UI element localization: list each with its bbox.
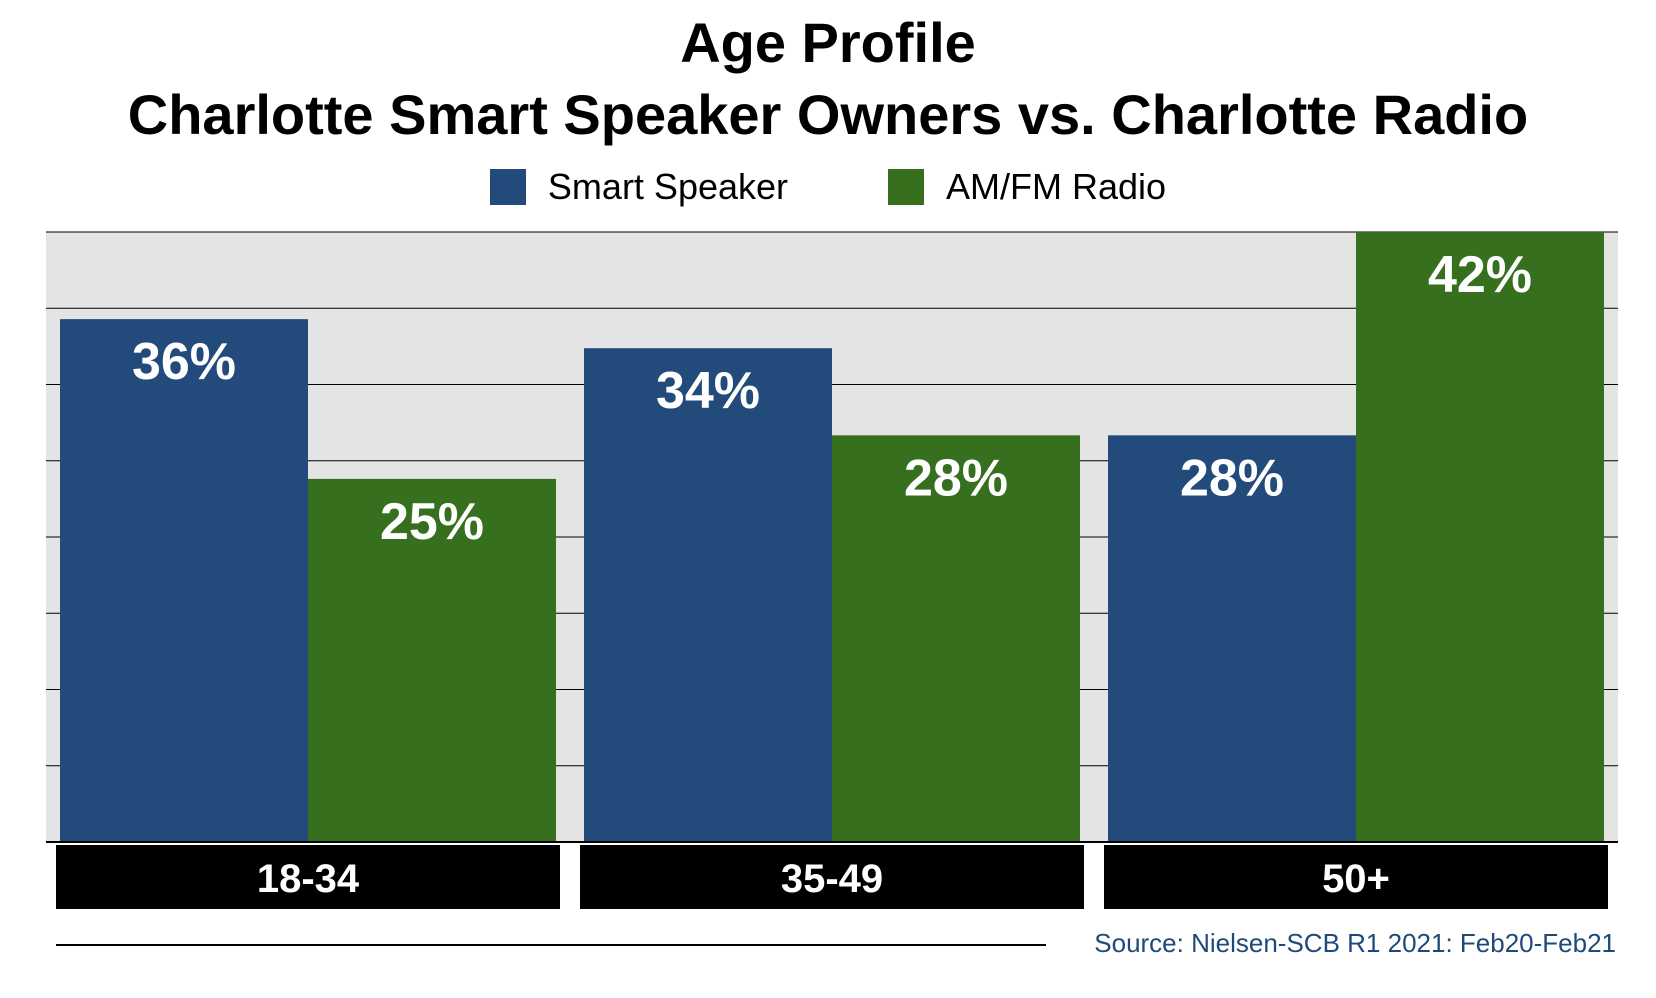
source-note: Source: Nielsen-SCB R1 2021: Feb20-Feb21 xyxy=(1094,928,1616,958)
chart-subtitle: Charlotte Smart Speaker Owners vs. Charl… xyxy=(127,83,1529,146)
legend: Smart Speaker AM/FM Radio xyxy=(0,166,1656,208)
chart-title: Age Profile xyxy=(680,11,976,74)
category-label-box xyxy=(56,845,560,909)
category-label-box xyxy=(580,845,1084,909)
legend-label-smart-speaker: Smart Speaker xyxy=(547,166,789,207)
legend-item-amfm-radio: AM/FM Radio xyxy=(888,166,1166,208)
bar-35-49-smart-speaker xyxy=(584,348,832,842)
category-label: 35-49 xyxy=(781,857,883,901)
data-label: 42% xyxy=(1428,246,1532,304)
data-label: 36% xyxy=(132,333,236,391)
data-label: 28% xyxy=(904,449,1008,507)
data-label: 34% xyxy=(656,362,760,420)
source-divider xyxy=(56,944,1046,946)
bar-18-34-smart-speaker xyxy=(60,319,308,843)
data-label: 25% xyxy=(380,493,484,551)
category-label: 18-34 xyxy=(257,857,360,901)
category-label-box xyxy=(1104,845,1608,909)
legend-swatch-amfm-radio xyxy=(888,169,925,205)
data-label: 28% xyxy=(1180,449,1284,507)
bar-18-34-amfm-radio xyxy=(308,478,556,842)
bar-50plus-smart-speaker xyxy=(1108,435,1356,842)
legend-label-amfm-radio: AM/FM Radio xyxy=(946,166,1167,207)
bar-35-49-amfm-radio xyxy=(832,435,1080,842)
bar-50plus-amfm-radio xyxy=(1356,232,1604,842)
legend-swatch-smart-speaker xyxy=(489,169,526,205)
legend-item-smart-speaker: Smart Speaker xyxy=(489,166,789,208)
category-label: 50+ xyxy=(1322,857,1390,901)
